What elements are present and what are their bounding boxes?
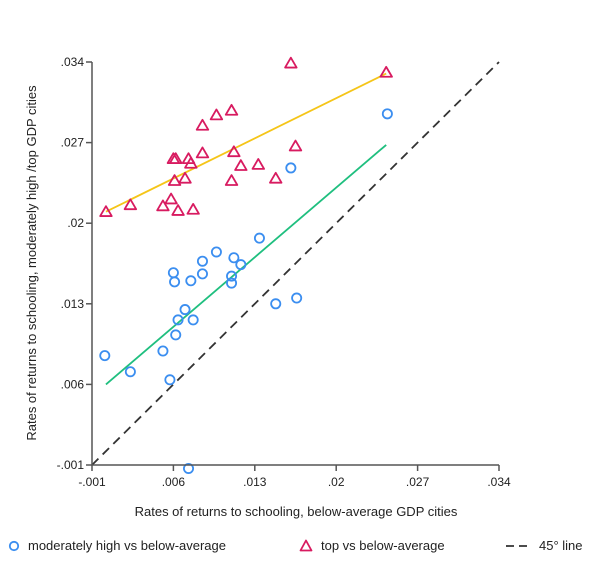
points-layer [99, 56, 393, 474]
y-tick-label: .006 [61, 377, 85, 391]
triangle-point [269, 171, 283, 184]
circle-point [172, 314, 184, 326]
triangle-point [156, 199, 170, 212]
triangle-point [379, 65, 393, 78]
circle-point [183, 462, 195, 474]
legend-label: 45° line [539, 538, 583, 553]
legend-item-moderately-high: moderately high vs below-average [8, 538, 226, 553]
circle-point [167, 267, 179, 279]
triangle-point [184, 156, 198, 169]
x-tick-label: -.001 [78, 475, 106, 489]
y-tick-label: .013 [61, 297, 85, 311]
triangle-point [164, 192, 178, 205]
y-axis-title: Rates of returns to schooling, moderatel… [24, 85, 39, 441]
circle-point [228, 252, 240, 264]
reference-line-layer [91, 61, 500, 466]
dashed-line-icon [506, 544, 529, 547]
circle-point [381, 108, 393, 120]
circle-point [291, 292, 303, 304]
circle-point [253, 232, 265, 244]
x-tick-label: .006 [162, 475, 186, 489]
legend-label: top vs below-average [321, 538, 445, 553]
y-tick-label: .034 [61, 55, 85, 69]
circle-point [196, 268, 208, 280]
45-degree-line [91, 61, 500, 466]
y-tick-label: -.001 [57, 458, 85, 472]
circle-point [196, 255, 208, 267]
triangle-point [123, 198, 138, 211]
circle-point [226, 270, 238, 282]
triangle-point [178, 171, 192, 184]
circle-point [226, 277, 238, 289]
circle-point [157, 345, 169, 357]
y-tick-label: .027 [61, 136, 85, 150]
triangle-point [224, 174, 239, 186]
triangle-marker-icon [299, 539, 313, 552]
triangle-point [251, 158, 265, 170]
circle-point [179, 304, 191, 316]
triangle-point [186, 202, 200, 215]
circle-point [210, 246, 222, 258]
triangle-point [227, 145, 241, 158]
x-axis-title: Rates of returns to schooling, below-ave… [135, 504, 458, 519]
triangle-point [99, 205, 113, 217]
triangle-point [224, 103, 239, 116]
circle-point [285, 162, 297, 174]
legend-label: moderately high vs below-average [28, 538, 226, 553]
axes-layer [91, 62, 499, 466]
x-tick-label: .02 [328, 475, 345, 489]
triangle-point [234, 159, 248, 171]
circle-point [187, 314, 199, 326]
triangle-point [209, 108, 224, 121]
circle-point [169, 276, 181, 288]
legend: moderately high vs below-average top vs … [0, 538, 608, 562]
legend-item-45-line: 45° line [505, 538, 583, 553]
x-tick-label: .034 [487, 475, 511, 489]
triangle-point [288, 139, 303, 152]
triangle-point [284, 56, 298, 69]
fit-line-top [105, 72, 387, 213]
triangle-point [167, 174, 182, 186]
triangle-point [171, 204, 185, 216]
fit-lines-layer [105, 72, 387, 386]
circle-marker-icon [8, 540, 20, 551]
scatter-chart: -.001 .006 .013 .02 .027 .034 -.001 .006 .013 .0… [24, 55, 511, 519]
circle-point [235, 259, 247, 271]
triangle-point [169, 152, 183, 165]
triangle-point [195, 146, 210, 159]
legend-item-top: top vs below-average [299, 538, 445, 553]
x-ticks: -.001 .006 .013 .02 .027 .034 [78, 465, 511, 489]
circle-point [99, 350, 111, 362]
x-tick-label: .027 [406, 475, 430, 489]
circle-point [170, 329, 182, 341]
y-ticks: -.001 .006 .013 .02 .027 .034 [57, 55, 92, 472]
circle-point [164, 374, 176, 386]
circle-point [270, 298, 282, 310]
x-tick-label: .013 [243, 475, 267, 489]
circle-point [124, 366, 136, 378]
y-tick-label: .02 [67, 216, 84, 230]
triangle-point [195, 118, 210, 131]
circle-point [185, 275, 197, 287]
